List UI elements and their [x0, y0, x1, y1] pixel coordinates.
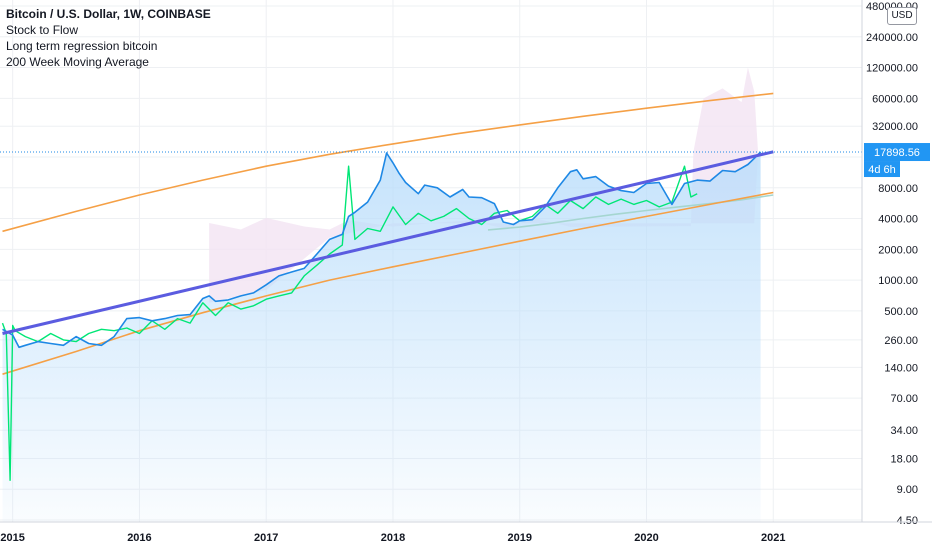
x-tick-label: 2015 [0, 532, 24, 544]
y-tick-label: 500.00 [884, 306, 918, 318]
y-tick-label: 260.00 [884, 335, 918, 347]
y-tick-label: 18.00 [890, 453, 918, 465]
y-tick-label: 70.00 [890, 393, 918, 405]
y-tick-label: 34.00 [890, 425, 918, 437]
chart-legend: Bitcoin / U.S. Dollar, 1W, COINBASE Stoc… [6, 6, 211, 70]
price-area-fill [2, 152, 761, 523]
x-tick-label: 2021 [761, 532, 785, 544]
y-tick-label: 4000.00 [878, 214, 918, 226]
fills [2, 67, 761, 523]
y-tick-label: 2000.00 [878, 244, 918, 256]
y-tick-label: 32000.00 [872, 121, 918, 133]
regression-lower-line [2, 191, 774, 375]
regression-mid-line [2, 150, 774, 335]
volatility-band [209, 67, 759, 303]
series-layer [0, 92, 862, 481]
x-tick-label: 2020 [634, 532, 658, 544]
x-tick-label: 2019 [507, 532, 531, 544]
y-tick-label: 120000.00 [866, 63, 918, 75]
symbol-title[interactable]: Bitcoin / U.S. Dollar, 1W, COINBASE [6, 7, 211, 21]
price-line [2, 151, 762, 349]
y-tick-label: 240000.00 [866, 32, 918, 44]
countdown-box [864, 161, 900, 178]
indicator-stock-to-flow[interactable]: Stock to Flow [6, 23, 79, 37]
currency-button[interactable]: USD [887, 7, 917, 25]
y-tick-label: 4.50 [897, 515, 918, 527]
price-label-box [864, 143, 930, 162]
y-tick-label: 60000.00 [872, 93, 918, 105]
x-tick-label: 2016 [127, 532, 151, 544]
indicator-regression[interactable]: Long term regression bitcoin [6, 39, 158, 53]
price-label-text: 17898.56 [874, 147, 920, 159]
x-tick-label: 2017 [254, 532, 278, 544]
y-tick-label: 9.00 [897, 484, 918, 496]
stock-to-flow-line [1, 165, 698, 481]
y-tick-label: 140.00 [884, 362, 918, 374]
indicator-ma200[interactable]: 200 Week Moving Average [6, 55, 149, 69]
y-tick-label: 1000.00 [878, 275, 918, 287]
x-tick-label: 2018 [381, 532, 405, 544]
countdown-text: 4d 6h [868, 164, 896, 176]
y-tick-label: 8000.00 [878, 183, 918, 195]
regression-upper-line [2, 92, 774, 233]
